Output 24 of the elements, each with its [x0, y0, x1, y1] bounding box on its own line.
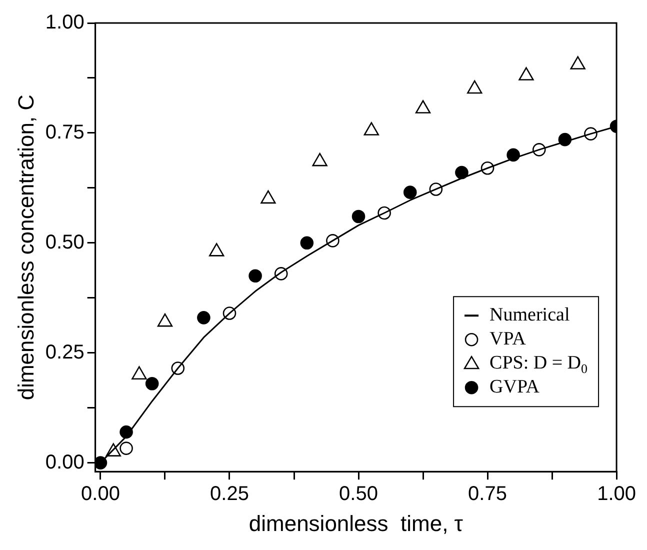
- x-tick-label: 0.25: [210, 483, 249, 506]
- legend-label: Numerical: [490, 304, 570, 326]
- point: [145, 376, 159, 390]
- x-tick-label: 0.00: [81, 483, 120, 506]
- y-tick-label: 0.50: [45, 231, 84, 254]
- y-tick-label: 0.00: [45, 451, 84, 474]
- point: [403, 186, 417, 199]
- y-axis-title: dimensionless concentration, C: [13, 94, 38, 400]
- point: [300, 236, 314, 250]
- point: [352, 210, 366, 224]
- x-axis-title: dimensionless time, τ: [248, 510, 464, 536]
- point: [455, 166, 468, 180]
- x-tick-label: 0.75: [468, 483, 507, 506]
- point: [95, 456, 108, 470]
- x-tick-label: 1.00: [597, 483, 636, 506]
- x-tick-label: 0.50: [339, 483, 378, 506]
- y-tick-label: 0.75: [45, 121, 84, 144]
- point: [248, 269, 262, 283]
- legend-label: GVPA: [490, 376, 540, 398]
- point: [120, 442, 133, 455]
- point: [197, 311, 210, 324]
- y-tick-label: 0.25: [45, 341, 84, 364]
- y-tick-label: 1.00: [45, 12, 84, 34]
- legend-label: VPA: [490, 328, 526, 350]
